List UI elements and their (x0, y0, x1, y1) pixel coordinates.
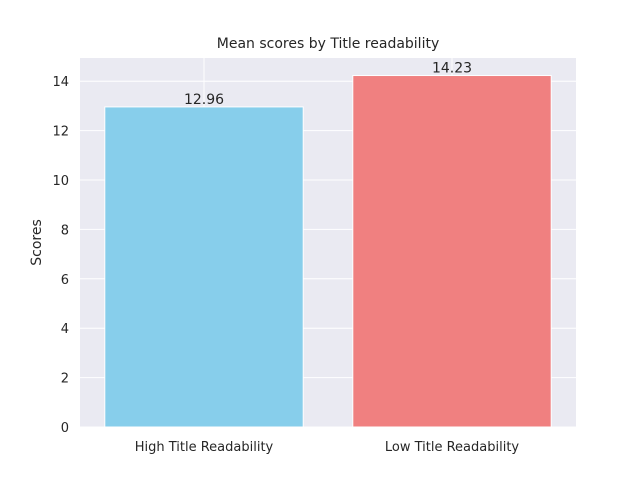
bar (104, 106, 304, 428)
bar-value-label: 14.23 (432, 61, 472, 77)
data-labels: 12.96 14.23 (184, 61, 472, 108)
chart-title: Mean scores by Title readability (217, 36, 439, 52)
y-tick-label: 4 (61, 322, 69, 337)
bar (352, 75, 552, 428)
y-axis-label: Scores (29, 219, 45, 266)
x-tick-label: Low Title Readability (385, 440, 520, 455)
y-tick-label: 0 (61, 421, 69, 436)
bars (104, 75, 552, 428)
bar-value-label: 12.96 (184, 92, 224, 108)
y-tick-label: 8 (61, 223, 69, 238)
y-tick-label: 12 (52, 125, 69, 140)
y-tick-label: 6 (61, 273, 69, 288)
y-axis-ticks: 0 2 4 6 8 10 12 14 (52, 75, 69, 436)
y-tick-label: 14 (52, 75, 69, 90)
y-tick-label: 10 (52, 174, 69, 189)
y-tick-label: 2 (61, 372, 69, 387)
x-axis-ticks: High Title Readability Low Title Readabil… (135, 440, 520, 455)
x-tick-label: High Title Readability (135, 440, 274, 455)
